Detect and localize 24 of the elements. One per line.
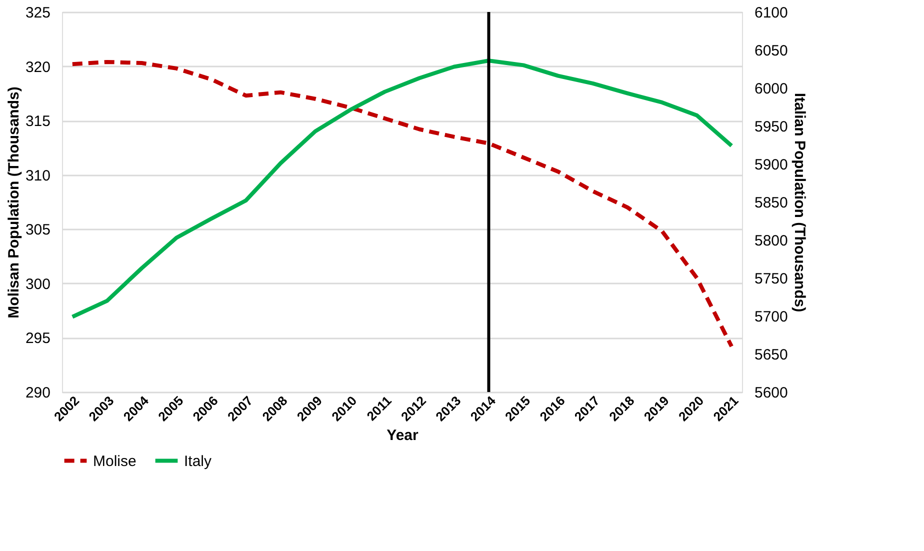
y-tick-label: 320 (25, 58, 50, 76)
y2-tick-label: 5600 (754, 384, 788, 402)
y2-tick-label: 5950 (754, 118, 788, 136)
y-tick-label: 290 (25, 384, 50, 402)
y2-axis-title: Italian Population (Thousands) (790, 92, 808, 312)
y2-tick-label: 5700 (754, 308, 788, 326)
y2-tick-label: 6000 (754, 80, 788, 98)
y-tick-label: 305 (25, 222, 50, 239)
y2-tick-label: 5900 (754, 156, 788, 174)
x-axis-title: Year (386, 427, 419, 444)
y-axis-title: Molisan Population (Thousands) (5, 86, 22, 318)
y-tick-label: 310 (25, 167, 50, 184)
y-tick-label: 325 (25, 4, 50, 22)
y2-tick-label: 5800 (754, 232, 788, 250)
legend-label: Molise (93, 452, 136, 470)
y2-tick-label: 6050 (754, 42, 788, 60)
y2-tick-label: 6100 (754, 4, 788, 22)
y2-tick-label: 5650 (754, 346, 788, 364)
y2-tick-label: 5750 (754, 270, 788, 288)
y-tick-label: 300 (25, 276, 50, 293)
y-tick-label: 295 (25, 330, 50, 348)
legend-label: Italy (184, 452, 212, 470)
y2-tick-label: 5850 (754, 194, 788, 212)
y-tick-label: 315 (25, 113, 50, 130)
